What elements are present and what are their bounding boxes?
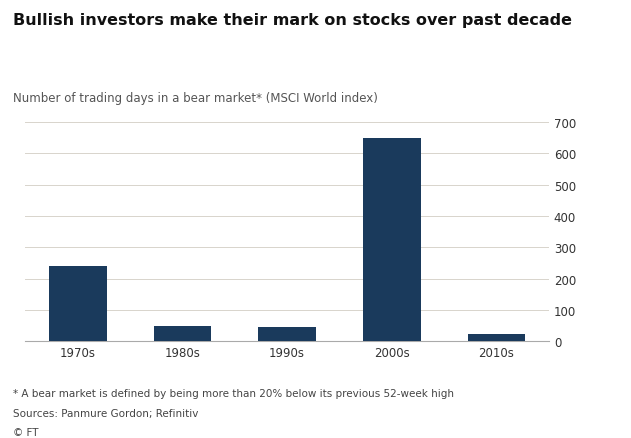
Text: * A bear market is defined by being more than 20% below its previous 52-week hig: * A bear market is defined by being more… <box>13 388 454 398</box>
Bar <box>258 328 316 342</box>
Text: Number of trading days in a bear market* (MSCI World index): Number of trading days in a bear market*… <box>13 92 377 105</box>
Bar <box>154 326 211 342</box>
Text: Sources: Panmure Gordon; Refinitiv: Sources: Panmure Gordon; Refinitiv <box>13 408 198 418</box>
Text: Bullish investors make their mark on stocks over past decade: Bullish investors make their mark on sto… <box>13 13 572 28</box>
Bar <box>49 267 107 342</box>
Bar <box>468 334 525 342</box>
Text: © FT: © FT <box>13 427 38 437</box>
Bar <box>363 138 420 342</box>
